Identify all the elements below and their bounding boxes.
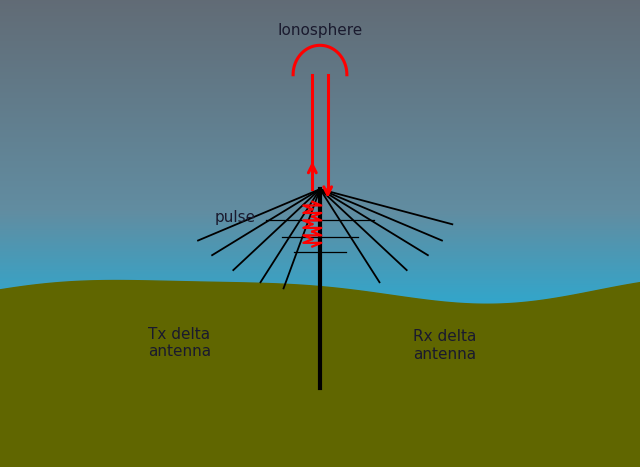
Text: Tx delta
antenna: Tx delta antenna <box>148 327 211 359</box>
Text: Ionosphere: Ionosphere <box>277 23 363 38</box>
Text: Rx delta
antenna: Rx delta antenna <box>413 329 476 361</box>
Text: pulse: pulse <box>215 210 256 225</box>
